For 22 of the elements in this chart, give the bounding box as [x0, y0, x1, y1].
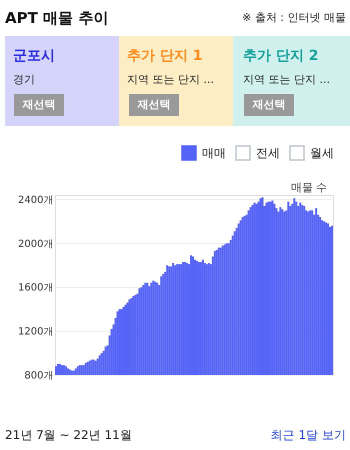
- text: 재선택: [136, 98, 170, 111]
- y-tick-label: 800개: [24, 370, 54, 382]
- legend-label: 전세: [256, 146, 280, 160]
- text: 추가 단지 2: [243, 48, 318, 64]
- text: 추가 단지 1: [127, 48, 202, 64]
- text: 군포시: [13, 48, 55, 64]
- y-axis-title: 매물 수: [290, 181, 328, 194]
- text: 지역 또는 단지 ...: [243, 73, 330, 86]
- text: 최근 1달 보기: [270, 428, 346, 442]
- y-tick-label: 2400개: [18, 194, 54, 206]
- text: 21년 7월 ~ 22년 11월: [5, 428, 132, 442]
- text: 지역 또는 단지 ...: [127, 73, 214, 86]
- legend-label: 매매: [202, 146, 226, 160]
- chart-title: APT 매물 추이: [5, 9, 108, 27]
- text: ※ 출처 : 인터넷 매물: [242, 11, 346, 24]
- text: 재선택: [252, 98, 286, 111]
- text: 경기: [13, 73, 35, 86]
- y-tick-label: 1200개: [18, 326, 54, 338]
- y-tick-label: 2000개: [18, 238, 54, 250]
- text: 재선택: [22, 98, 56, 111]
- legend-label: 월세: [310, 146, 334, 160]
- y-tick-label: 1600개: [18, 282, 54, 294]
